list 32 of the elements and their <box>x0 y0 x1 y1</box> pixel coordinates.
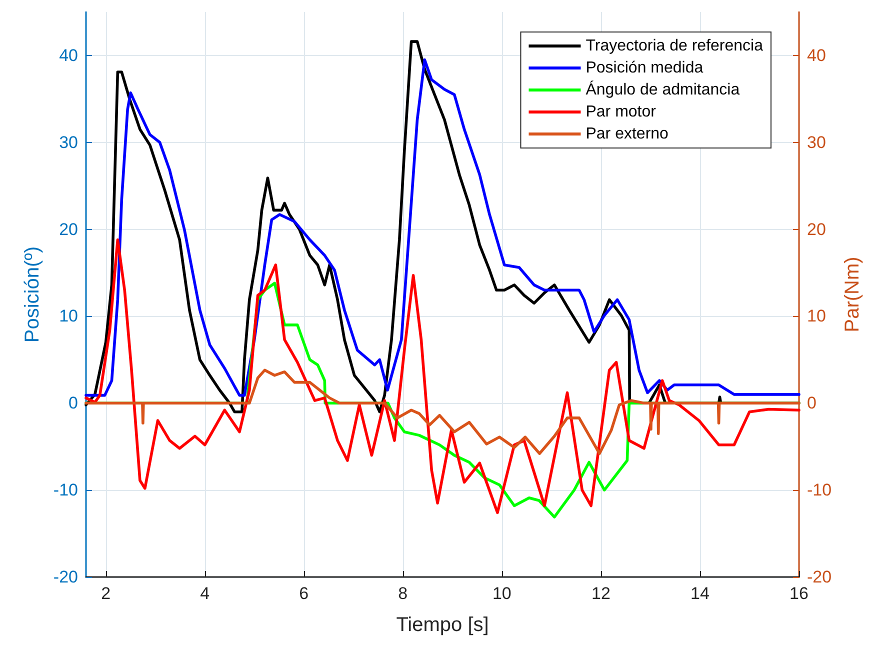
y2-tick-label: -20 <box>807 568 832 586</box>
y2-tick-label: -10 <box>807 480 832 500</box>
x-tick-label: 10 <box>492 584 512 603</box>
line-series <box>84 368 800 455</box>
x-tick-label: 8 <box>398 584 408 603</box>
y-axis-title: Posición(º) <box>22 246 44 343</box>
y2-tick-label: 30 <box>807 132 826 152</box>
x-tick-label: 12 <box>591 584 610 603</box>
x-tick-label: 16 <box>790 584 808 603</box>
y2-tick-label: 20 <box>807 220 826 239</box>
y2-tick-label: 10 <box>807 306 826 326</box>
x-axis-title: Tiempo [s] <box>396 614 489 636</box>
legend-label: Ángulo de admitancia <box>586 80 740 98</box>
y-tick-label: 20 <box>59 220 78 239</box>
y2-tick-label: 0 <box>807 394 816 413</box>
legend-label: Par externo <box>586 126 669 142</box>
y-tick-label: 40 <box>59 46 78 65</box>
y-tick-label: -10 <box>53 480 78 500</box>
y-tick-label: 0 <box>68 394 78 413</box>
y-tick-label: 30 <box>59 132 78 152</box>
x-tick-label: 6 <box>299 584 309 603</box>
legend-label: Trayectoria de referencia <box>586 38 764 54</box>
y2-tick-label: 40 <box>807 46 826 65</box>
legend-label: Posición medida <box>586 60 704 76</box>
x-tick-label: 4 <box>200 584 210 603</box>
legend-label: Par motor <box>586 104 657 120</box>
line-series <box>84 238 800 514</box>
y-tick-label: -20 <box>53 568 78 586</box>
y-tick-label: 10 <box>59 306 78 326</box>
x-tick-label: 14 <box>690 584 710 603</box>
x-tick-label: 2 <box>101 584 111 603</box>
y2-axis-title: Par(Nm) <box>841 256 864 332</box>
